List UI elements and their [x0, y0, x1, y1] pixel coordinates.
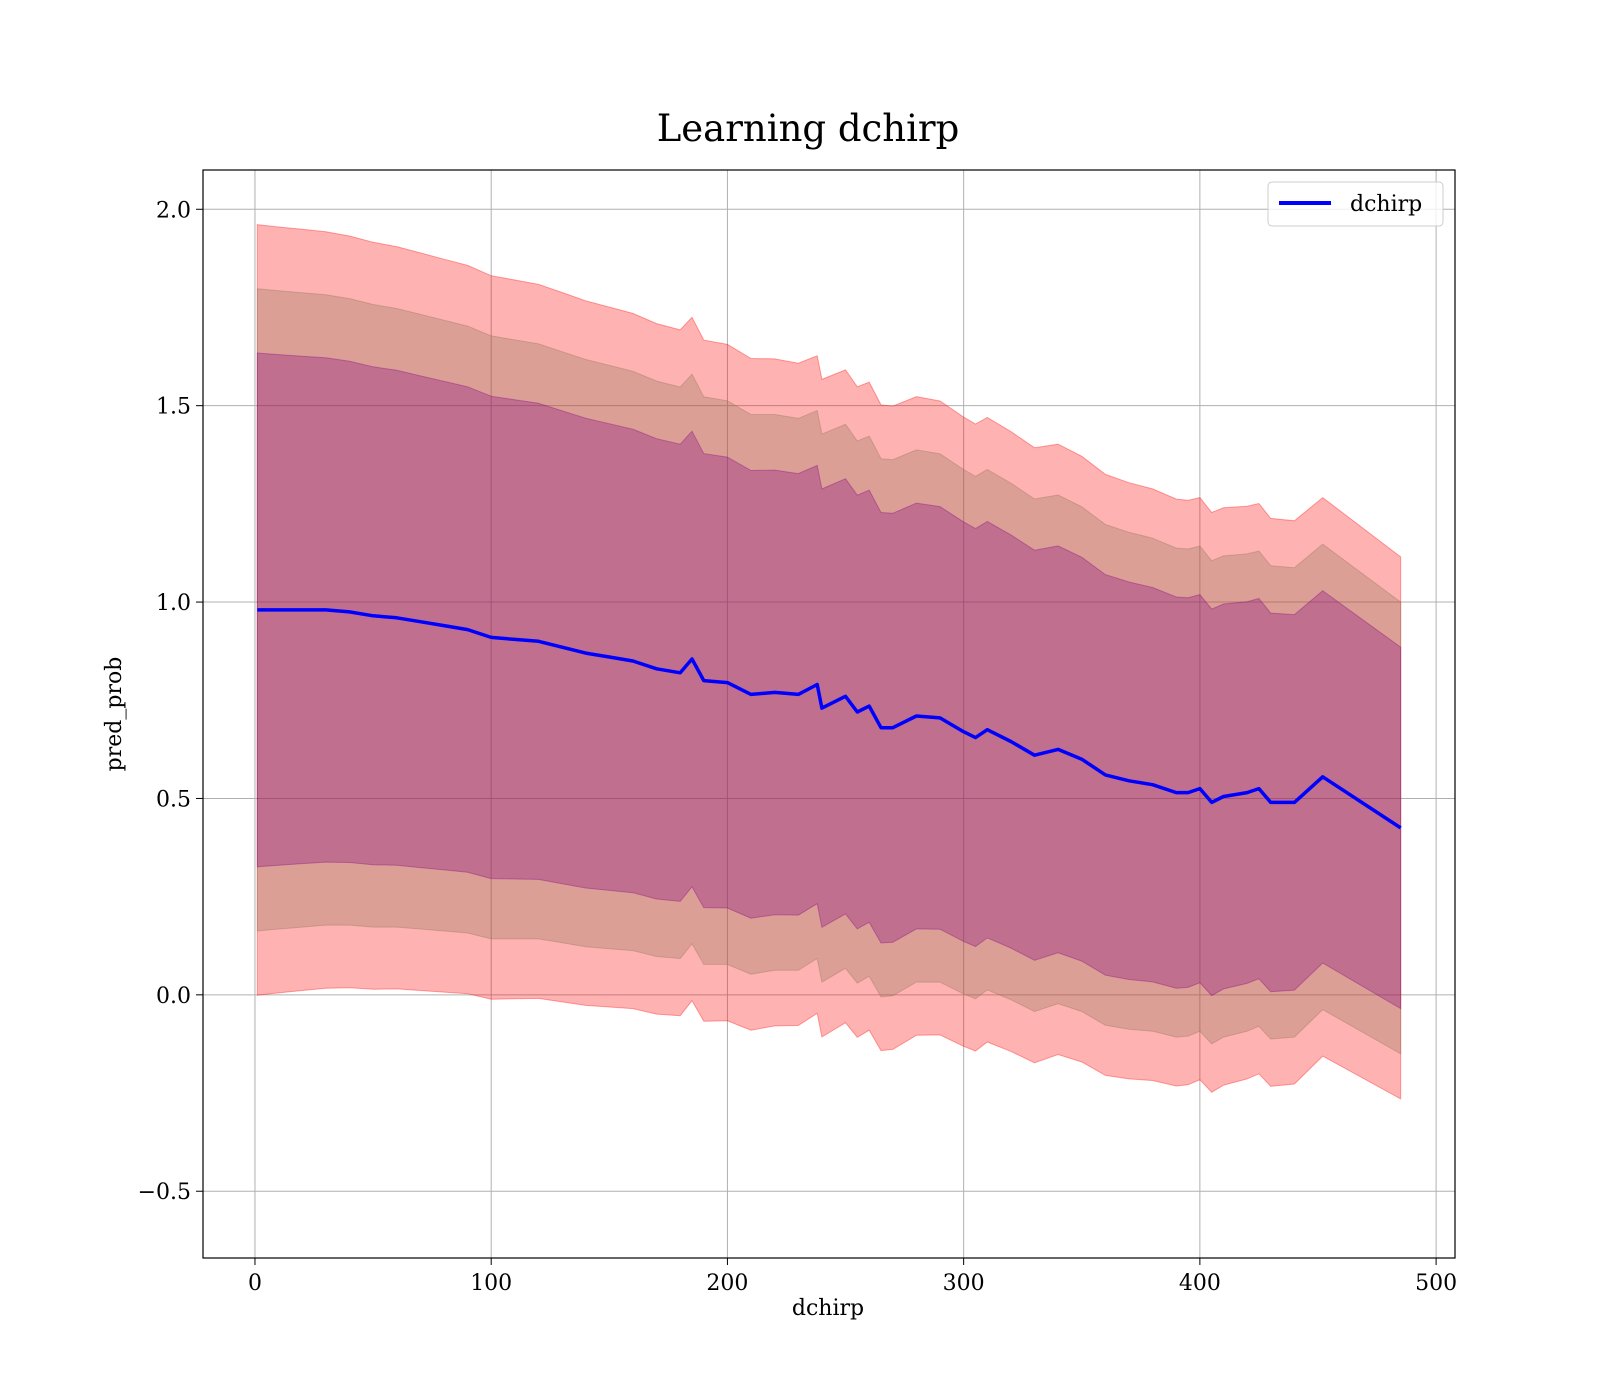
x-tick-label: 300 [943, 1271, 985, 1296]
band-inner [256, 352, 1402, 1010]
y-tick-label: −0.5 [138, 1180, 191, 1205]
legend-box [1267, 181, 1444, 227]
plot-frame [202, 169, 1456, 1259]
x-tick-label: 500 [1415, 1271, 1457, 1296]
y-tick-label: 1.5 [156, 395, 191, 420]
y-tick-label: 0.5 [156, 787, 191, 812]
x-tick-label: 100 [470, 1271, 512, 1296]
grid-lines [203, 170, 1455, 1258]
x-tick-label: 400 [1179, 1271, 1221, 1296]
legend: dchirp [1267, 181, 1444, 227]
legend-label-dchirp: dchirp [1350, 192, 1422, 217]
x-tick-label: 0 [248, 1271, 262, 1296]
y-tick-label: 1.0 [156, 591, 191, 616]
y-axis-label: pred_prob [102, 657, 127, 772]
series-line-dchirp [257, 608, 1402, 830]
plot-area [202, 169, 1456, 1259]
chart-title: Learning dchirp [657, 107, 960, 150]
series-lines [257, 608, 1402, 830]
x-axis-ticks: 0 100 200 300 400 500 [248, 1258, 1457, 1296]
band-outer [256, 224, 1402, 1100]
confidence-bands [256, 224, 1402, 1100]
y-axis-ticks: −0.5 0.0 0.5 1.0 1.5 2.0 [138, 198, 203, 1205]
x-axis-label: dchirp [792, 1296, 864, 1321]
y-tick-label: 2.0 [156, 198, 191, 223]
x-tick-label: 200 [706, 1271, 748, 1296]
band-middle [256, 288, 1402, 1055]
y-tick-label: 0.0 [156, 984, 191, 1009]
